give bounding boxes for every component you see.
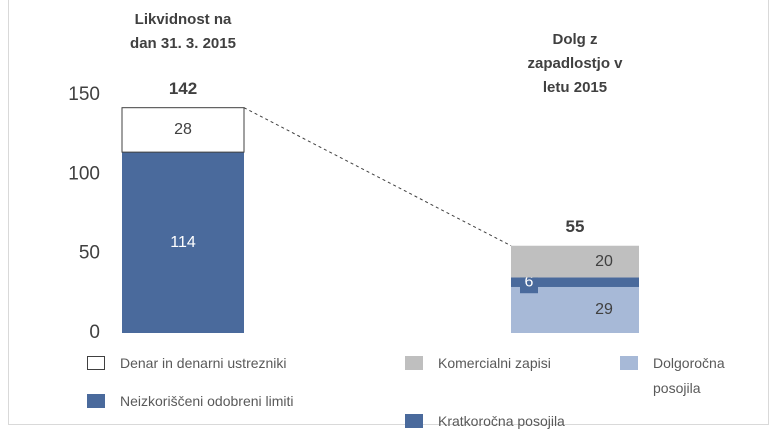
bar-segment (511, 277, 639, 287)
category-title: Likvidnost na dan 31. 3. 2015 (130, 11, 236, 52)
data-label: 6 (525, 273, 534, 290)
bar-segment (121, 107, 245, 153)
data-label: 29 (595, 301, 613, 318)
connector (243, 107, 512, 247)
y-tick-label: 100 (68, 163, 100, 184)
legend-swatch (405, 414, 423, 428)
y-tick-label: 150 (68, 84, 100, 105)
legend-label: Komercialni zapisi (438, 355, 551, 371)
data-label: 114 (170, 234, 196, 251)
legend-label: Dolgoročna posojila (653, 355, 725, 396)
legend-swatch (620, 356, 638, 370)
legend-label: Denar in denarni ustrezniki (120, 355, 287, 371)
y-tick-label: 0 (89, 322, 100, 343)
legend-swatch (87, 394, 105, 408)
total-label: 55 (566, 217, 585, 236)
chart-frame (8, 0, 769, 425)
bar-segment (511, 245, 639, 278)
data-label: 20 (595, 253, 613, 270)
category-title: Dolg z zapadlostjo v letu 2015 (527, 31, 623, 96)
legend-swatch (87, 356, 105, 370)
legend-label: Neizkoriščeni odobreni limiti (120, 393, 294, 409)
data-label: 28 (174, 121, 192, 138)
legend-label: Kratkoročna posojila (438, 413, 565, 429)
legend-swatch (405, 356, 423, 370)
total-label: 142 (169, 79, 197, 98)
bar-segment (122, 152, 244, 333)
y-tick-label: 50 (79, 243, 100, 264)
bar-segment (511, 286, 639, 333)
